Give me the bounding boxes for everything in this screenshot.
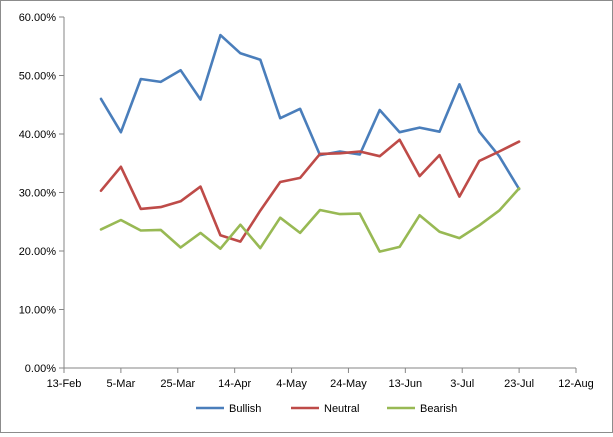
x-tick-group: 13-Feb 5-Mar 25-Mar 14-Apr 4-May 24-May 13-Jun… xyxy=(47,368,594,390)
x-tick-label: 25-Mar xyxy=(160,378,195,390)
y-tick-label: 0.00% xyxy=(25,363,56,375)
series-lines xyxy=(99,33,521,253)
x-tick-label: 4-May xyxy=(276,378,307,390)
y-tick-group: 0.00% 10.00% 20.00% 30.00% 40.00% 50.00% 60.00… xyxy=(19,12,64,375)
legend-label-bearish: Bearish xyxy=(420,403,457,415)
series-line-bullish xyxy=(99,33,521,191)
y-tick-label: 50.00% xyxy=(19,71,57,83)
y-tick-label: 10.00% xyxy=(19,305,57,317)
x-tick-label: 14-Apr xyxy=(218,378,251,390)
x-tick-label: 13-Jun xyxy=(389,378,423,390)
series-line-bearish xyxy=(99,187,521,253)
axes xyxy=(63,17,576,369)
y-tick-label: 20.00% xyxy=(19,246,57,258)
y-tick-label: 30.00% xyxy=(19,188,57,200)
y-tick-label: 40.00% xyxy=(19,129,57,141)
legend-label-bullish: Bullish xyxy=(229,403,261,415)
series-line-neutral xyxy=(99,138,521,243)
x-tick-label: 24-May xyxy=(330,378,367,390)
x-tick-label: 3-Jul xyxy=(450,378,474,390)
y-tick-label: 60.00% xyxy=(19,12,57,24)
x-tick-label: 5-Mar xyxy=(107,378,136,390)
legend: Bullish Neutral Bearish xyxy=(196,403,457,415)
legend-label-neutral: Neutral xyxy=(324,403,359,415)
x-tick-label: 23-Jul xyxy=(504,378,534,390)
x-tick-label: 13-Feb xyxy=(47,378,82,390)
x-tick-label: 12-Aug xyxy=(558,378,593,390)
